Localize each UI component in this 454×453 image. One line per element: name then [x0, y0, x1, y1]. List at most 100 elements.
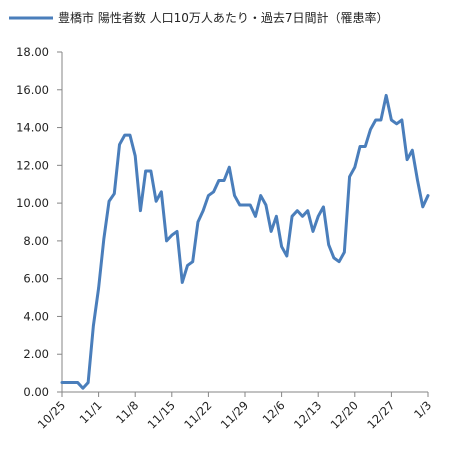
data-point — [196, 221, 199, 224]
data-point — [191, 260, 194, 263]
data-point — [254, 215, 257, 218]
data-point — [149, 170, 152, 173]
y-axis: 0.00 2.00 4.00 6.00 8.00 10.00 12.00 14.00 16.00… — [16, 45, 63, 399]
data-point — [332, 256, 335, 259]
data-point — [176, 230, 179, 233]
y-tick-label: 10.00 — [16, 196, 49, 210]
data-point — [421, 205, 424, 208]
data-point — [259, 194, 262, 197]
data-point — [385, 94, 388, 97]
y-tick-label: 16.00 — [16, 83, 49, 97]
data-point — [233, 194, 236, 197]
data-point — [181, 281, 184, 284]
data-point — [400, 119, 403, 122]
x-tick-label: 11/1 — [77, 398, 105, 426]
data-point — [81, 387, 84, 390]
x-tick-label: 11/8 — [113, 398, 141, 426]
data-point — [217, 179, 220, 182]
x-tick-label: 12/13 — [291, 398, 324, 431]
data-point — [411, 149, 414, 152]
data-point — [123, 134, 126, 137]
y-tick-label: 0.00 — [23, 385, 49, 399]
data-point — [144, 170, 147, 173]
data-point — [139, 209, 142, 212]
data-point — [343, 251, 346, 254]
data-point — [202, 209, 205, 212]
data-point — [301, 215, 304, 218]
data-point — [92, 324, 95, 327]
data-point — [327, 243, 330, 246]
data-point — [223, 179, 226, 182]
plot-area — [60, 93, 430, 390]
data-point — [390, 119, 393, 122]
data-point — [160, 190, 163, 193]
data-point — [238, 204, 241, 207]
legend: 豊橋市 陽性者数 人口10万人あたり・過去7日間計（罹患率） — [9, 10, 389, 25]
x-tick-label: 12/20 — [328, 398, 361, 431]
x-tick-label: 11/15 — [145, 398, 178, 431]
y-tick-label: 4.00 — [23, 309, 49, 323]
data-point — [102, 238, 105, 241]
data-point — [291, 215, 294, 218]
data-point — [296, 209, 299, 212]
data-point — [76, 381, 79, 384]
data-point — [97, 287, 100, 290]
data-point — [264, 204, 267, 207]
data-point — [165, 239, 168, 242]
data-point — [118, 143, 121, 146]
data-point — [87, 381, 90, 384]
data-point — [249, 204, 252, 207]
data-point — [285, 255, 288, 258]
data-point — [322, 205, 325, 208]
data-point — [155, 200, 158, 203]
data-point — [244, 204, 247, 207]
data-point — [212, 190, 215, 193]
data-point — [348, 175, 351, 178]
data-point — [369, 128, 372, 131]
data-point — [108, 200, 111, 203]
data-point — [228, 166, 231, 169]
x-tick-label: 11/22 — [181, 398, 214, 431]
x-tick-label: 10/25 — [35, 398, 68, 431]
y-tick-label: 8.00 — [23, 234, 49, 248]
data-point — [427, 194, 430, 197]
data-point — [170, 234, 173, 237]
data-point — [207, 194, 210, 197]
x-tick-label: 11/29 — [218, 398, 251, 431]
y-tick-label: 14.00 — [16, 121, 49, 135]
x-tick-label: 12/27 — [364, 398, 397, 431]
x-tick-label: 12/6 — [260, 398, 288, 426]
data-point — [353, 166, 356, 169]
data-point — [134, 154, 137, 157]
data-point — [61, 381, 64, 384]
data-point — [364, 145, 367, 148]
x-axis: 10/25 11/1 11/8 11/15 11/22 11/29 12/6 12/13 12/… — [35, 391, 434, 432]
data-point — [186, 264, 189, 267]
data-point — [317, 215, 320, 218]
data-point — [395, 122, 398, 125]
y-tick-label: 6.00 — [23, 272, 49, 286]
data-point — [359, 145, 362, 148]
data-point — [275, 215, 278, 218]
series-line — [60, 93, 430, 390]
data-point — [270, 230, 273, 233]
y-tick-label: 12.00 — [16, 158, 49, 172]
x-tick-label: 1/3 — [411, 398, 434, 421]
data-point — [66, 381, 69, 384]
data-point — [379, 119, 382, 122]
legend-label: 豊橋市 陽性者数 人口10万人あたり・過去7日間計（罹患率） — [58, 10, 389, 25]
data-point — [71, 381, 74, 384]
data-point — [338, 260, 341, 263]
data-point — [374, 119, 377, 122]
y-tick-label: 2.00 — [23, 347, 49, 361]
data-point — [113, 192, 116, 195]
data-point — [406, 158, 409, 161]
data-point — [128, 134, 131, 137]
y-tick-label: 18.00 — [16, 45, 49, 59]
data-point — [306, 209, 309, 212]
data-point — [416, 179, 419, 182]
data-point — [311, 230, 314, 233]
data-point — [280, 245, 283, 248]
